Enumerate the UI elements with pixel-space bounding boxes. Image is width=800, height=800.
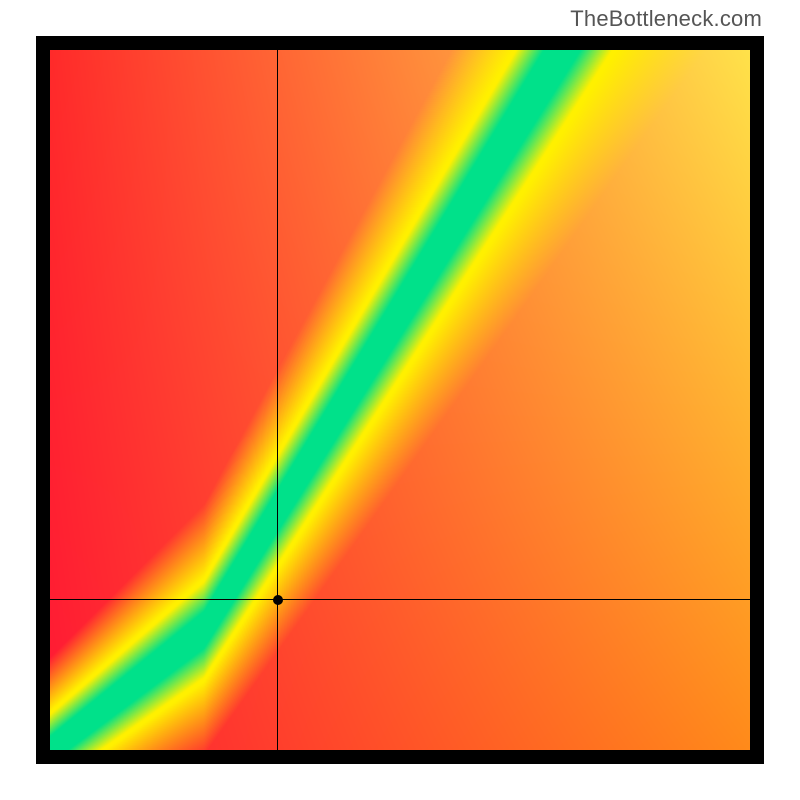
watermark-text: TheBottleneck.com	[570, 6, 762, 32]
container: TheBottleneck.com	[0, 0, 800, 800]
heatmap-canvas	[50, 50, 750, 750]
marker-dot	[273, 595, 283, 605]
chart-frame	[36, 36, 764, 764]
crosshair-vertical	[277, 50, 278, 750]
crosshair-horizontal	[50, 599, 750, 600]
plot-area	[50, 50, 750, 750]
